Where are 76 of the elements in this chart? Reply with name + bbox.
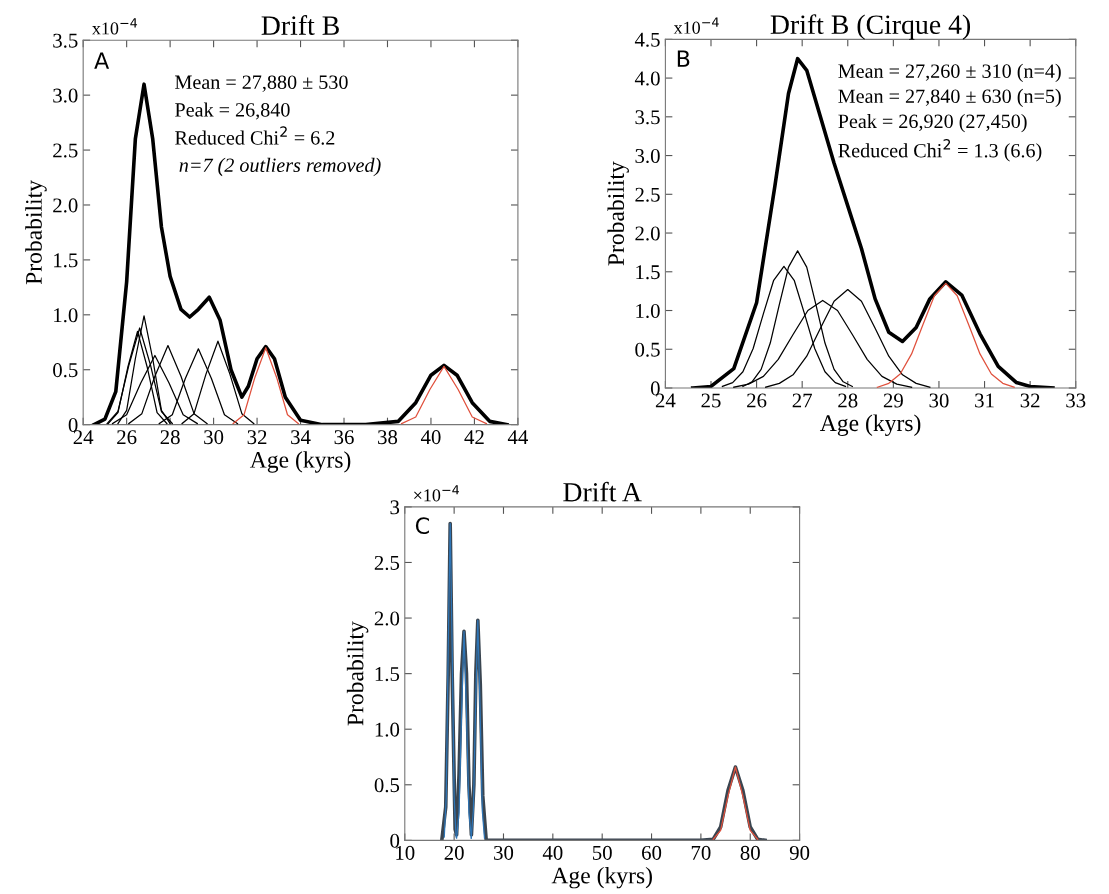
annotation: n=7 (2 outliers removed) bbox=[179, 157, 381, 177]
text: x10$^{−4}$ bbox=[673, 17, 719, 34]
x-tick-label: 32 bbox=[1020, 393, 1040, 408]
x-tick-label: 40 bbox=[542, 845, 563, 860]
x-tick-label: 42 bbox=[464, 430, 484, 444]
y-tick-label: 1.5 bbox=[375, 667, 400, 682]
y-tick-label: 2.0 bbox=[53, 198, 78, 213]
x-tick-label: 80 bbox=[740, 845, 760, 860]
chart-title: Drift A bbox=[563, 481, 642, 502]
annotation: C bbox=[415, 517, 429, 535]
x-tick-label: 20 bbox=[444, 845, 464, 860]
y-tick-label: 2.5 bbox=[374, 555, 400, 570]
x-tick-label: 24 bbox=[73, 430, 94, 444]
x-tick-label: 29 bbox=[883, 393, 903, 408]
x-tick-label: 32 bbox=[247, 430, 267, 445]
y-tick-label: 3.0 bbox=[635, 148, 660, 164]
x-tick-label: 90 bbox=[789, 845, 810, 860]
y-tick-label: 1.0 bbox=[375, 722, 400, 737]
x-tick-label: 30 bbox=[494, 845, 514, 860]
x-tick-label: 26 bbox=[117, 430, 137, 445]
y-tick-label: 2.0 bbox=[635, 226, 660, 241]
y-tick-label: 0.5 bbox=[635, 342, 660, 357]
x-tick-label: 28 bbox=[160, 430, 180, 445]
text: ×10$^{−4}$ bbox=[414, 485, 460, 502]
y-axis-title: Probability bbox=[25, 180, 47, 285]
annotation: B bbox=[677, 50, 690, 67]
x-tick-label: 30 bbox=[929, 393, 949, 408]
y-tick-label: 0.5 bbox=[53, 363, 78, 378]
x-tick-label: 33 bbox=[1066, 393, 1086, 408]
x-tick-label: 36 bbox=[334, 430, 354, 445]
x-tick-label: 70 bbox=[691, 845, 711, 860]
x-tick-label: 38 bbox=[378, 430, 398, 445]
y-axis-title: Probability bbox=[607, 161, 629, 266]
y-tick-label: 0.5 bbox=[374, 778, 400, 793]
annotation: Mean = 27,880 ± 530 bbox=[175, 75, 348, 92]
x-tick-label: 31 bbox=[975, 393, 994, 408]
y-axis-title: Probability bbox=[346, 621, 369, 726]
x-tick-label: 50 bbox=[592, 845, 612, 860]
x-axis-title: Age (kyrs) bbox=[249, 451, 351, 473]
y-tick-label: 1.5 bbox=[54, 253, 78, 268]
text: x10$^{−4}$ bbox=[92, 18, 138, 35]
annotation: A bbox=[94, 52, 110, 69]
annotation: Mean = 27,840 ± 630 (n=5) bbox=[838, 88, 1061, 108]
y-tick-label: 1.0 bbox=[636, 303, 660, 319]
y-tick-label: 4.0 bbox=[634, 71, 660, 86]
x-tick-label: 44 bbox=[507, 430, 528, 444]
y-tick-label: 0 bbox=[68, 418, 78, 433]
annotation: Reduced Chi$^{2}$ = 1.3 (6.6) bbox=[838, 139, 1042, 162]
x-tick-label: 27 bbox=[792, 393, 812, 408]
x-tick-label: 10 bbox=[396, 845, 415, 860]
x-tick-label: 26 bbox=[747, 393, 767, 408]
y-tick-label: 3 bbox=[390, 500, 400, 515]
annotation: Reduced Chi$^{2}$ = 6.2 bbox=[175, 126, 335, 145]
annotation: Peak = 26,920 (27,450) bbox=[838, 113, 1027, 133]
y-tick-label: 2.5 bbox=[53, 143, 78, 158]
y-tick-label: 4.5 bbox=[634, 32, 660, 47]
y-tick-label: 3.5 bbox=[53, 33, 78, 48]
x-tick-label: 28 bbox=[838, 393, 858, 408]
x-axis-title: Age (kyrs) bbox=[551, 866, 652, 889]
x-tick-label: 25 bbox=[701, 393, 721, 408]
x-tick-label: 60 bbox=[642, 845, 662, 860]
x-axis-title: Age (kyrs) bbox=[819, 414, 921, 437]
x-tick-label: 34 bbox=[291, 430, 311, 445]
chart-title: Drift B bbox=[261, 15, 339, 35]
y-tick-label: 1.5 bbox=[636, 265, 660, 280]
y-tick-label: 0 bbox=[390, 833, 400, 848]
annotation: Peak = 26,840 bbox=[175, 102, 290, 120]
y-tick-label: 2.5 bbox=[635, 187, 660, 202]
x-tick-label: 30 bbox=[204, 430, 224, 445]
y-tick-label: 3.5 bbox=[635, 110, 660, 125]
y-tick-label: 3.0 bbox=[53, 88, 78, 103]
x-tick-label: 40 bbox=[420, 430, 441, 445]
chart-title: Drift B (Cirque 4) bbox=[770, 14, 971, 40]
y-tick-label: 1.0 bbox=[54, 308, 78, 323]
annotation: Mean = 27,260 ± 310 (n=4) bbox=[838, 63, 1061, 83]
y-tick-label: 2.0 bbox=[374, 611, 400, 626]
